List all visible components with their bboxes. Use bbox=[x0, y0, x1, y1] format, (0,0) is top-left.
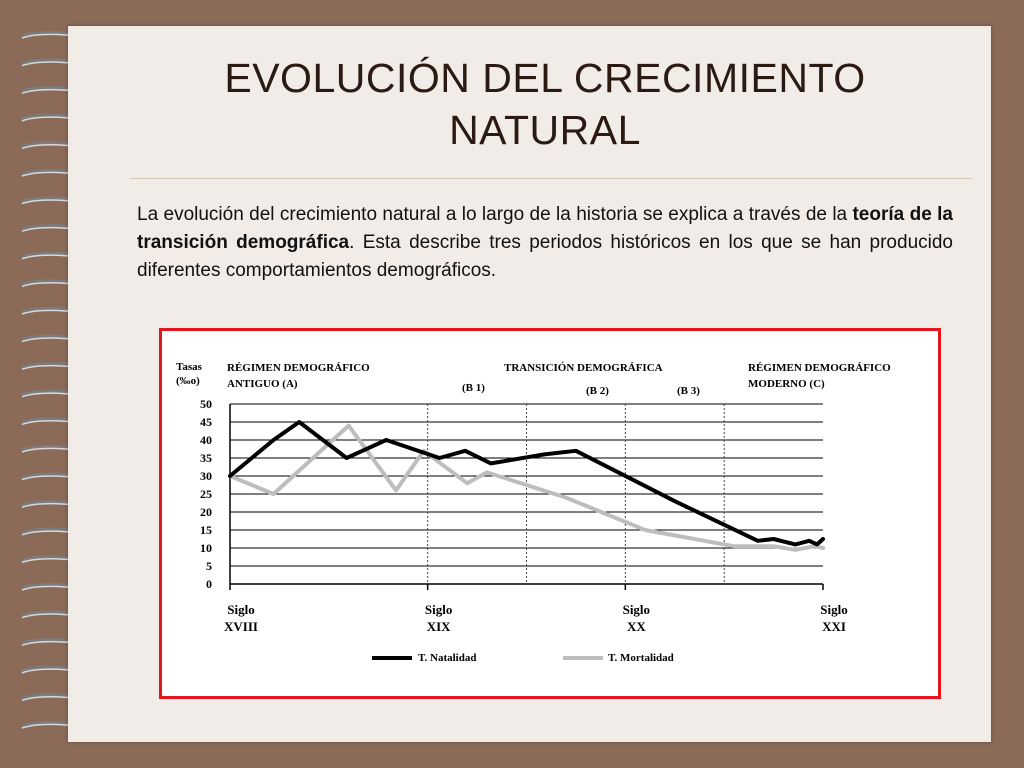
ylabel-line-2: (‰o) bbox=[176, 375, 200, 387]
y-tick-label: 0 bbox=[206, 577, 212, 591]
x-tick-label: XIX bbox=[427, 619, 451, 634]
slide-title: EVOLUCIÓN DEL CRECIMIENTO NATURAL bbox=[130, 52, 960, 156]
x-tick-label: XX bbox=[627, 619, 646, 634]
series-line-t-mortalidad bbox=[228, 423, 825, 552]
x-tick-label: XXI bbox=[822, 619, 846, 634]
intro-text-1: La evolución del crecimiento natural a l… bbox=[137, 204, 853, 225]
intro-paragraph: La evolución del crecimiento natural a l… bbox=[137, 201, 953, 285]
y-tick-label: 5 bbox=[206, 559, 212, 573]
title-line-1: EVOLUCIÓN DEL CRECIMIENTO bbox=[224, 55, 866, 101]
y-tick-label: 20 bbox=[200, 505, 212, 519]
y-tick-label: 15 bbox=[200, 523, 212, 537]
y-tick-label: 10 bbox=[200, 541, 212, 555]
x-tick-label: Siglo bbox=[425, 602, 452, 617]
series-lines bbox=[228, 420, 825, 552]
ylabel-line-1: Tasas bbox=[176, 361, 203, 373]
y-tick-label: 40 bbox=[200, 433, 212, 447]
region-b1-label: (B 1) bbox=[462, 382, 485, 394]
y-tick-label: 35 bbox=[200, 451, 212, 465]
region-b3-label: (B 3) bbox=[677, 385, 700, 397]
region-a-line-1: RÉGIMEN DEMOGRÁFICO bbox=[227, 362, 370, 374]
series-line-t-natalidad bbox=[228, 420, 825, 547]
region-b2-label: (B 2) bbox=[586, 385, 609, 397]
axes: 50454035302520151050SigloXVIIISigloXIXSi… bbox=[200, 397, 848, 634]
y-tick-label: 50 bbox=[200, 397, 212, 411]
legend-label: T. Natalidad bbox=[418, 652, 476, 664]
region-c-line-1: RÉGIMEN DEMOGRÁFICO bbox=[748, 362, 891, 374]
region-a-line-2: ANTIGUO (A) bbox=[227, 378, 298, 390]
x-tick-label: Siglo bbox=[820, 602, 847, 617]
region-c-line-2: MODERNO (C) bbox=[748, 378, 825, 390]
intro-text-2: . Esta describe tres periodos históricos… bbox=[137, 232, 953, 281]
intro-bold-term: teoría de la transición demográfica bbox=[137, 204, 953, 253]
x-tick-label: XVIII bbox=[224, 619, 258, 634]
title-line-2: NATURAL bbox=[449, 107, 641, 153]
legend: T. Natalidad T. Mortalidad bbox=[372, 652, 674, 664]
chart-frame: Tasas (‰o) RÉGIMEN DEMOGRÁFICO ANTIGUO (… bbox=[159, 328, 941, 699]
legend-label: T. Mortalidad bbox=[608, 652, 674, 664]
x-tick-label: Siglo bbox=[227, 602, 254, 617]
x-tick-label: Siglo bbox=[623, 602, 650, 617]
phase-dividers bbox=[427, 404, 725, 584]
region-b-title: TRANSICIÓN DEMOGRÁFICA bbox=[504, 362, 663, 374]
title-divider bbox=[130, 178, 973, 179]
y-tick-label: 30 bbox=[200, 469, 212, 483]
y-tick-label: 25 bbox=[200, 487, 212, 501]
y-tick-label: 45 bbox=[200, 415, 212, 429]
demographic-transition-chart: Tasas (‰o) RÉGIMEN DEMOGRÁFICO ANTIGUO (… bbox=[176, 361, 891, 664]
